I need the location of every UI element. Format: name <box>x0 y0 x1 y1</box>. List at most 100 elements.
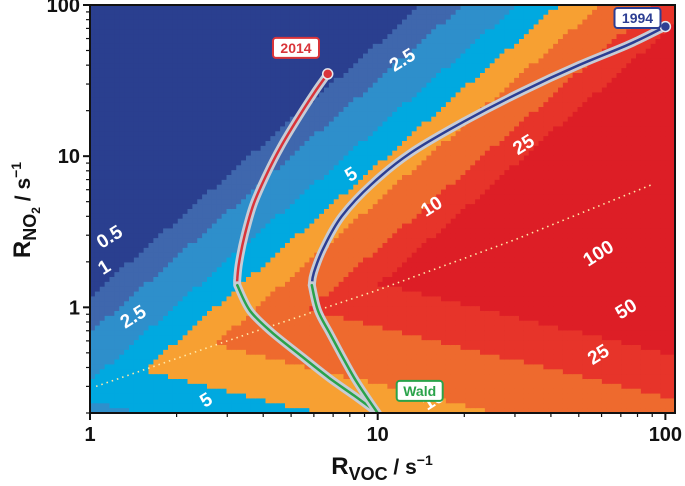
contour-fill-cell <box>104 320 111 327</box>
contour-fill-cell <box>182 87 189 94</box>
contour-fill-cell <box>197 102 203 108</box>
contour-fill-cell <box>90 97 96 103</box>
contour-fill-cell <box>338 199 345 205</box>
contour-fill-cell <box>129 257 135 264</box>
contour-fill-cell <box>328 257 335 264</box>
contour-fill-cell <box>353 160 359 166</box>
contour-fill-cell <box>319 291 325 298</box>
contour-fill-cell <box>177 296 184 302</box>
contour-fill-cell <box>343 267 349 273</box>
contour-fill-cell <box>114 77 120 84</box>
contour-fill-cell <box>367 325 374 332</box>
contour-fill-cell <box>338 281 345 288</box>
contour-fill-cell <box>250 345 257 351</box>
contour-fill-cell <box>270 320 276 327</box>
contour-fill-cell <box>163 320 169 327</box>
contour-fill-cell <box>138 43 145 50</box>
contour-fill-cell <box>270 82 276 89</box>
contour-fill-cell <box>104 252 111 259</box>
contour-fill-cell <box>94 24 101 30</box>
contour-fill-cell <box>119 184 125 191</box>
contour-fill-cell <box>216 111 223 118</box>
contour-fill-cell <box>129 335 135 341</box>
contour-fill-cell <box>187 320 193 327</box>
contour-fill-cell <box>226 311 232 317</box>
contour-fill-cell <box>309 345 315 351</box>
contour-fill-cell <box>177 179 184 186</box>
contour-fill-cell <box>348 325 354 332</box>
contour-fill-cell <box>177 9 184 16</box>
contour-fill-cell <box>114 257 120 264</box>
contour-fill-cell <box>358 301 364 307</box>
contour-fill-cell <box>143 252 150 259</box>
contour-fill-cell <box>343 5 349 11</box>
contour-fill-cell <box>289 92 296 98</box>
contour-fill-cell <box>94 92 101 98</box>
contour-fill-cell <box>187 77 193 84</box>
contour-fill-cell <box>163 136 169 142</box>
contour-fill-cell <box>221 277 228 283</box>
contour-fill-cell <box>246 330 252 336</box>
contour-fill-cell <box>255 349 262 356</box>
contour-fill-cell <box>211 102 218 108</box>
contour-fill-cell <box>358 92 364 98</box>
contour-fill-cell <box>104 306 111 312</box>
contour-fill-cell <box>324 179 330 186</box>
contour-fill-cell <box>168 126 174 132</box>
contour-fill-cell <box>241 92 247 98</box>
contour-fill-cell <box>260 209 267 215</box>
contour-fill-cell <box>343 194 349 200</box>
contour-fill-cell <box>172 398 179 404</box>
contour-fill-cell <box>119 107 125 113</box>
contour-fill-cell <box>328 262 335 268</box>
contour-fill-cell <box>280 243 286 249</box>
contour-fill-cell <box>250 233 257 239</box>
contour-fill-cell <box>324 354 330 361</box>
contour-fill-cell <box>353 364 359 370</box>
contour-fill-cell <box>231 131 237 137</box>
contour-fill-cell <box>207 34 213 40</box>
contour-fill-cell <box>158 364 164 370</box>
contour-fill-cell <box>328 354 335 361</box>
contour-fill-cell <box>348 233 354 239</box>
contour-fill-cell <box>182 73 189 79</box>
contour-fill-cell <box>94 238 101 244</box>
contour-fill-cell <box>333 155 340 162</box>
contour-fill-cell <box>197 393 203 400</box>
contour-fill-cell <box>94 179 101 186</box>
contour-fill-cell <box>90 204 96 210</box>
contour-fill-cell <box>94 63 101 69</box>
contour-fill-cell <box>358 102 364 108</box>
contour-fill-cell <box>138 58 145 64</box>
contour-fill-cell <box>119 111 125 118</box>
contour-fill-cell <box>353 43 359 50</box>
contour-fill-cell <box>255 277 262 283</box>
contour-fill-cell <box>280 359 286 366</box>
contour-fill-cell <box>309 184 315 191</box>
contour-fill-cell <box>285 155 291 162</box>
contour-fill-cell <box>260 374 267 380</box>
contour-fill-cell <box>158 77 164 84</box>
contour-fill-cell <box>319 184 325 191</box>
contour-fill-cell <box>372 58 379 64</box>
contour-fill-cell <box>90 306 96 312</box>
contour-fill-cell <box>260 194 267 200</box>
contour-fill-cell <box>99 330 106 336</box>
contour-fill-cell <box>328 408 335 413</box>
contour-fill-cell <box>99 213 106 220</box>
contour-fill-cell <box>250 175 257 181</box>
contour-fill-cell <box>294 213 301 220</box>
contour-fill-cell <box>328 291 335 298</box>
contour-fill-cell <box>324 262 330 268</box>
contour-fill-cell <box>319 233 325 239</box>
contour-fill-cell <box>377 24 384 30</box>
contour-fill-cell <box>124 277 130 283</box>
contour-fill-cell <box>299 345 306 351</box>
contour-fill-cell <box>324 408 330 413</box>
contour-fill-cell <box>231 102 237 108</box>
contour-fill-cell <box>90 291 96 298</box>
contour-fill-cell <box>202 398 208 404</box>
contour-fill-cell <box>168 184 174 191</box>
contour-fill-cell <box>231 291 237 298</box>
contour-fill-cell <box>265 29 271 35</box>
